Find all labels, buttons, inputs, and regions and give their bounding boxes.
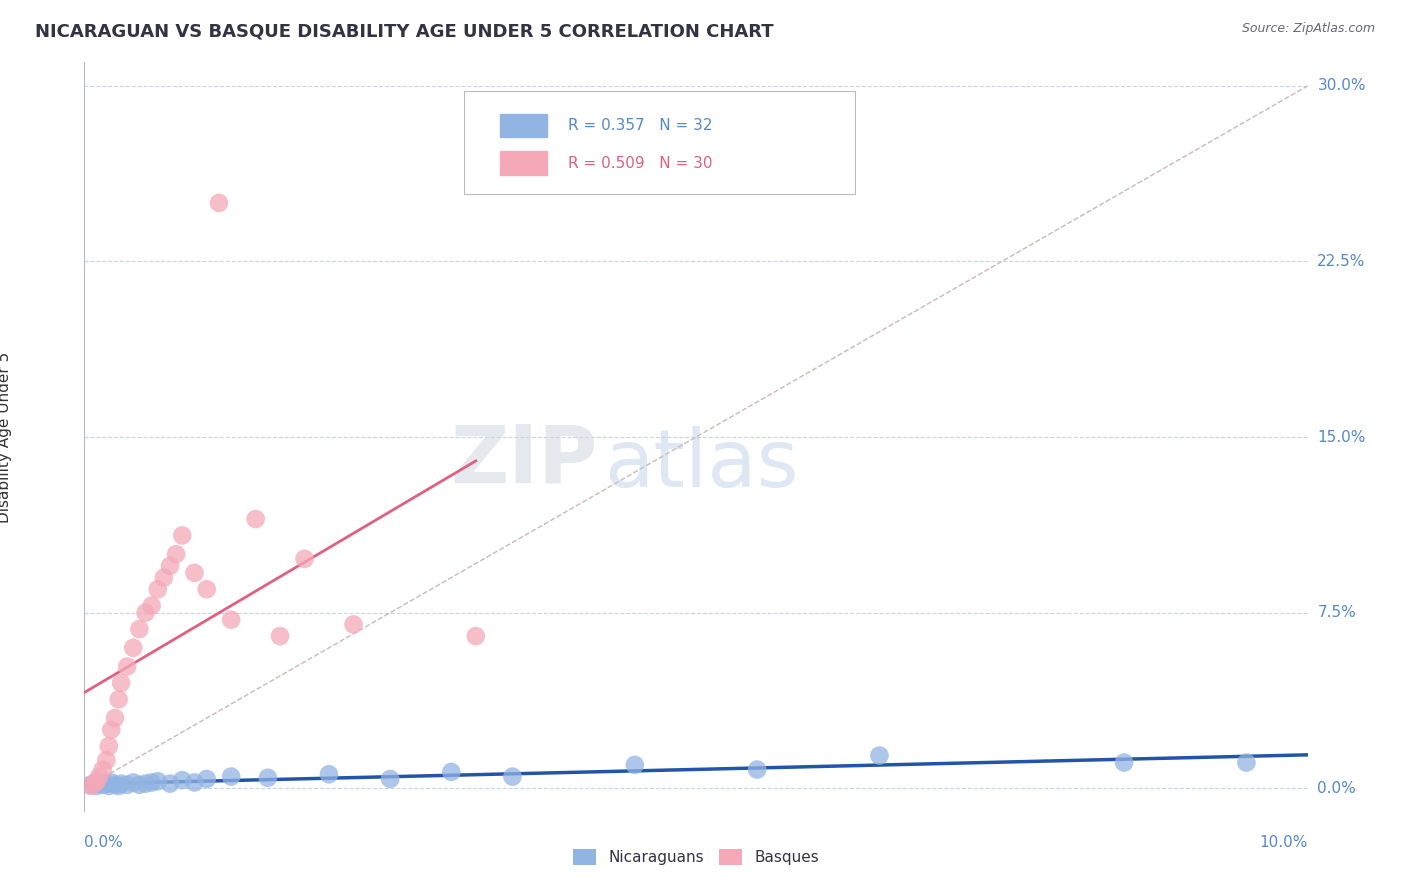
Text: 10.0%: 10.0% [1260,835,1308,850]
Point [79,778,101,792]
Point [219,770,242,784]
Point [294,551,316,566]
Point [104,778,127,792]
Point [96,776,118,791]
Text: NICARAGUAN VS BASQUE DISABILITY AGE UNDER 5 CORRELATION CHART: NICARAGUAN VS BASQUE DISABILITY AGE UNDE… [35,22,773,40]
Point [115,659,138,673]
Point [96,753,118,767]
Point [122,640,145,655]
Point [79,779,101,793]
Point [86,774,108,789]
Point [146,774,169,789]
FancyBboxPatch shape [464,91,855,194]
Point [122,775,145,789]
Point [159,558,181,573]
Bar [501,114,547,137]
Point [135,776,157,791]
Point [380,772,402,786]
Text: R = 0.509   N = 30: R = 0.509 N = 30 [568,155,711,170]
Point [83,776,105,791]
Point [91,778,114,792]
Point [97,739,120,753]
Bar [501,152,547,175]
Point [464,629,486,643]
Text: 0.0%: 0.0% [84,835,124,850]
Point [141,599,163,613]
Point [100,775,122,789]
Point [104,711,127,725]
Point [1114,756,1136,770]
Point [107,692,129,706]
Point [110,676,132,690]
Point [219,613,242,627]
Text: atlas: atlas [605,426,799,504]
Point [153,571,176,585]
Point [172,773,194,788]
Text: R = 0.357   N = 32: R = 0.357 N = 32 [568,118,711,133]
Point [115,778,138,792]
Text: ZIP: ZIP [451,422,598,500]
Text: 0.0%: 0.0% [1317,780,1357,796]
Point [141,775,163,789]
Point [159,776,181,791]
Point [97,779,120,793]
Point [183,775,205,789]
Point [1236,756,1258,770]
Point [245,512,267,526]
Point [869,748,891,763]
Text: 22.5%: 22.5% [1317,254,1365,269]
Point [440,764,463,779]
Text: 30.0%: 30.0% [1317,78,1365,94]
Legend: Nicaraguans, Basques: Nicaraguans, Basques [567,843,825,871]
Point [269,629,291,643]
Point [86,779,108,793]
Point [83,776,105,791]
Point [146,582,169,597]
Point [87,775,110,789]
Point [747,763,769,777]
Point [318,767,340,781]
Text: Disability Age Under 5: Disability Age Under 5 [0,351,13,523]
Point [172,528,194,542]
Point [624,758,647,772]
Point [195,582,218,597]
Point [128,778,150,792]
Point [107,779,129,793]
Point [128,622,150,636]
Text: 7.5%: 7.5% [1317,605,1357,620]
Point [195,772,218,786]
Point [165,547,187,561]
Point [183,566,205,580]
Text: Source: ZipAtlas.com: Source: ZipAtlas.com [1241,22,1375,36]
Point [87,770,110,784]
Text: 15.0%: 15.0% [1317,430,1365,444]
Point [257,771,280,785]
Point [135,606,157,620]
Point [100,723,122,737]
Point [91,763,114,777]
Point [110,776,132,791]
Point [342,617,364,632]
Point [208,195,231,210]
Point [502,770,524,784]
